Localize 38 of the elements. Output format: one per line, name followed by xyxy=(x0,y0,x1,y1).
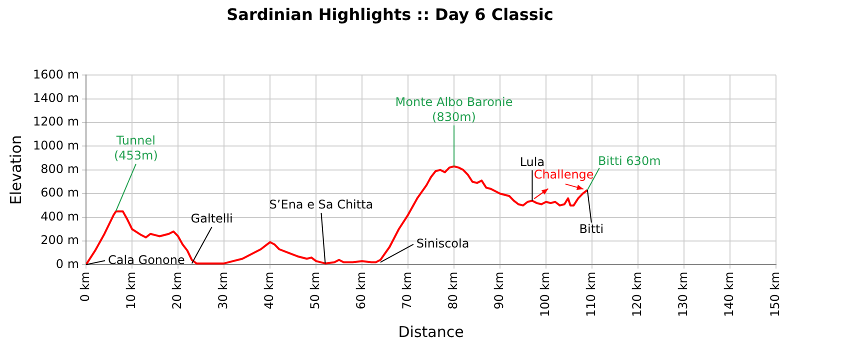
y-tick-label: 400 m xyxy=(40,209,80,224)
x-tick-label: 140 km xyxy=(722,272,736,317)
annotation: S’Ena e Sa Chitta xyxy=(269,198,374,212)
y-tick-label: 1200 m xyxy=(32,114,80,129)
x-tick-label: 0 km xyxy=(78,272,92,302)
annotation: Cala Gonone xyxy=(108,252,185,267)
annotation: Bitti xyxy=(579,222,604,236)
y-tick-label: 600 m xyxy=(40,186,80,200)
annotation: Tunnel (453m) xyxy=(114,134,158,163)
annotation: Galtelli xyxy=(190,212,233,226)
y-tick-label: 1600 m xyxy=(32,67,80,82)
chart-title: Sardinian Highlights :: Day 6 Classic xyxy=(226,4,554,24)
x-tick-label: 90 km xyxy=(492,272,506,310)
y-axis-title: Elevation xyxy=(6,135,25,205)
annotation: Challenge xyxy=(534,168,594,182)
x-tick-label: 30 km xyxy=(216,272,230,310)
x-tick-label: 40 km xyxy=(262,272,276,310)
annotation: Siniscola xyxy=(416,236,470,250)
y-tick-label: 800 m xyxy=(40,162,80,176)
x-tick-label: 120 km xyxy=(630,272,644,317)
x-tick-label: 50 km xyxy=(308,272,322,310)
x-tick-label: 150 km xyxy=(768,272,782,317)
x-tick-label: 110 km xyxy=(584,272,598,317)
annotation: Bitti 630m xyxy=(598,154,661,168)
annotation: Lula xyxy=(520,154,545,169)
annotation: Monte Albo Baronie (830m) xyxy=(395,94,513,124)
x-tick-label: 70 km xyxy=(400,272,414,310)
x-tick-label: 100 km xyxy=(538,272,552,317)
x-tick-label: 80 km xyxy=(446,272,460,310)
y-tick-label: 1000 m xyxy=(32,138,80,152)
y-tick-label: 0 m xyxy=(56,256,80,271)
x-tick-label: 130 km xyxy=(676,272,690,317)
x-tick-label: 10 km xyxy=(124,272,138,310)
x-axis-title: Distance xyxy=(398,322,464,341)
y-tick-label: 1400 m xyxy=(32,91,80,106)
y-tick-label: 200 m xyxy=(40,233,80,248)
x-tick-label: 20 km xyxy=(170,272,184,310)
x-tick-label: 60 km xyxy=(354,272,368,310)
